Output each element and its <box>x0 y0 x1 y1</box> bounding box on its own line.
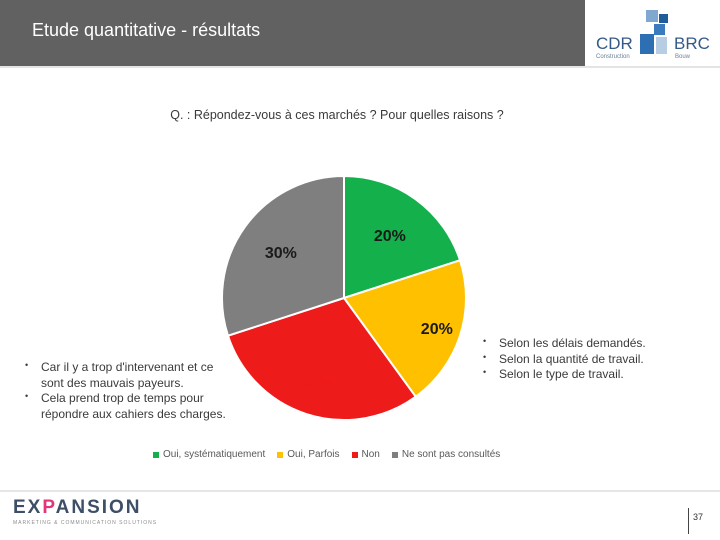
pie-value-label: 30% <box>301 375 333 392</box>
pie-slice <box>343 174 462 300</box>
page-number: 37 <box>693 512 704 522</box>
pie-slice <box>226 296 418 421</box>
list-item: Car il y a trop d'intervenant et ce sont… <box>23 360 238 391</box>
legend-swatch <box>277 451 284 458</box>
logo-sub-bouw: Bouw <box>675 54 691 60</box>
expansion-wordmark: EXPANSION <box>13 497 157 519</box>
pie-slice <box>221 174 345 337</box>
page-number-box <box>688 508 715 534</box>
header-divider <box>0 66 720 68</box>
logo-square <box>646 10 658 22</box>
header-bar: Etude quantitative - résultats <box>0 0 585 66</box>
reasons-sometimes-list: Selon les délais demandés. Selon la quan… <box>481 336 696 383</box>
legend-swatch <box>351 451 358 458</box>
legend-item: Oui, systématiquement <box>153 449 265 460</box>
list-item: Selon la quantité de travail. <box>481 352 696 368</box>
chart-legend: Oui, systématiquement Oui, Parfois Non N… <box>153 449 500 460</box>
legend-swatch <box>391 451 398 458</box>
logo-square <box>656 37 667 54</box>
legend-item: Oui, Parfois <box>277 449 340 460</box>
logo-sub-construction: Construction <box>596 54 630 60</box>
brand-text: EX <box>13 497 43 518</box>
brand-accent-letter: P <box>42 497 56 518</box>
pie-slice <box>342 259 467 399</box>
logo-square <box>640 34 654 54</box>
list-item: Selon les délais demandés. <box>481 336 696 352</box>
pie-chart: 20% 20% 30% 30% <box>221 174 467 421</box>
brand-text: ANSION <box>55 497 142 518</box>
pie-value-label: 30% <box>265 245 297 262</box>
legend-item: Ne sont pas consultés <box>391 449 501 460</box>
page-title: Etude quantitative - résultats <box>32 20 261 40</box>
legend-label: Oui, systématiquement <box>163 449 266 460</box>
legend-label: Non <box>361 449 380 460</box>
legend-swatch <box>153 451 159 458</box>
reasons-no-list: Car il y a trop d'intervenant et ce sont… <box>23 360 238 422</box>
logo-square <box>659 14 668 23</box>
pie-value-label: 20% <box>421 321 453 338</box>
pie-value-label: 20% <box>374 228 406 245</box>
survey-question: Q. : Répondez-vous à ces marchés ? Pour … <box>170 108 504 122</box>
logo-text-brc: BRC <box>674 34 710 53</box>
list-item: Cela prend trop de temps pour répondre a… <box>23 391 238 422</box>
legend-item: Non <box>351 449 380 460</box>
legend-label: Oui, Parfois <box>287 449 340 460</box>
legend-label: Ne sont pas consultés <box>401 449 501 460</box>
footer-divider <box>0 490 720 492</box>
expansion-logo: EXPANSION MARKETING & COMMUNICATION SOLU… <box>13 497 157 526</box>
brand-tagline: MARKETING & COMMUNICATION SOLUTIONS <box>13 520 158 526</box>
list-item: Selon le type de travail. <box>481 367 696 383</box>
cdr-brc-logo: CDR BRC Construction Bouw <box>596 10 710 60</box>
logo-square <box>654 24 665 35</box>
logo-text-cdr: CDR <box>596 34 633 53</box>
